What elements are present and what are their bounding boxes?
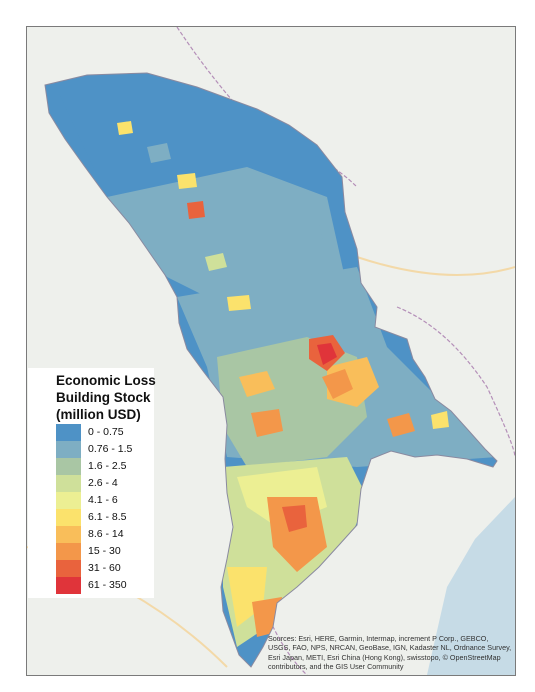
legend-swatch bbox=[56, 424, 81, 441]
legend-label: 61 - 350 bbox=[88, 579, 127, 591]
legend-swatch bbox=[56, 441, 81, 458]
legend-item: 61 - 350 bbox=[56, 577, 166, 595]
legend-label: 2.6 - 4 bbox=[88, 477, 118, 489]
legend-label: 31 - 60 bbox=[88, 562, 121, 574]
loss-region-south-hotspot[interactable] bbox=[282, 505, 307, 532]
loss-region[interactable] bbox=[297, 223, 323, 245]
legend-label: 0.76 - 1.5 bbox=[88, 443, 133, 455]
legend-label: 6.1 - 8.5 bbox=[88, 511, 127, 523]
loss-region[interactable] bbox=[205, 253, 227, 271]
basemap-road bbox=[356, 256, 515, 276]
legend-title-line: (million USD) bbox=[56, 407, 141, 422]
legend-swatch bbox=[56, 492, 81, 509]
legend-swatch bbox=[56, 509, 81, 526]
moldova-outline bbox=[44, 72, 498, 668]
legend-label: 0 - 0.75 bbox=[88, 426, 124, 438]
legend-swatch bbox=[56, 526, 81, 543]
loss-region-balti[interactable] bbox=[187, 201, 205, 219]
map-attribution: Sources: Esri, HERE, Garmin, Intermap, i… bbox=[268, 634, 512, 672]
loss-region[interactable] bbox=[251, 409, 283, 437]
loss-region[interactable] bbox=[117, 121, 133, 135]
country-border bbox=[396, 306, 515, 458]
loss-region-capital-ring[interactable] bbox=[322, 369, 353, 399]
legend-item: 31 - 60 bbox=[56, 560, 166, 578]
legend-item: 15 - 30 bbox=[56, 543, 166, 561]
loss-region[interactable] bbox=[239, 371, 275, 397]
black-sea bbox=[427, 497, 515, 675]
loss-region-south-west[interactable] bbox=[227, 567, 267, 627]
legend-swatch bbox=[56, 475, 81, 492]
legend-item: 8.6 - 14 bbox=[56, 526, 166, 544]
legend-panel bbox=[28, 368, 154, 598]
loss-region-north-central[interactable] bbox=[107, 167, 347, 307]
legend-item: 0.76 - 1.5 bbox=[56, 441, 166, 459]
legend-item: 4.1 - 6 bbox=[56, 492, 166, 510]
loss-region[interactable] bbox=[227, 295, 251, 311]
legend-swatch bbox=[56, 560, 81, 577]
loss-region[interactable] bbox=[177, 173, 197, 189]
loss-region-south-center[interactable] bbox=[267, 497, 327, 572]
legend-item: 0 - 0.75 bbox=[56, 424, 166, 442]
legend-swatch bbox=[56, 543, 81, 560]
legend-label: 1.6 - 2.5 bbox=[88, 460, 127, 472]
legend-item: 1.6 - 2.5 bbox=[56, 458, 166, 476]
legend-title-line: Economic Loss bbox=[56, 373, 156, 388]
legend-swatch bbox=[56, 458, 81, 475]
legend-item: 6.1 - 8.5 bbox=[56, 509, 166, 527]
legend-item: 2.6 - 4 bbox=[56, 475, 166, 493]
loss-region[interactable] bbox=[431, 411, 449, 429]
legend-label: 15 - 30 bbox=[88, 545, 121, 557]
legend-label: 4.1 - 6 bbox=[88, 494, 118, 506]
legend-title-line: Building Stock bbox=[56, 390, 151, 405]
legend-label: 8.6 - 14 bbox=[88, 528, 124, 540]
legend-swatch bbox=[56, 577, 81, 594]
loss-region[interactable] bbox=[147, 143, 171, 163]
loss-region-chisinau[interactable] bbox=[317, 343, 337, 365]
loss-region[interactable] bbox=[387, 413, 415, 437]
legend-title: Economic Loss Building Stock (million US… bbox=[56, 372, 186, 423]
